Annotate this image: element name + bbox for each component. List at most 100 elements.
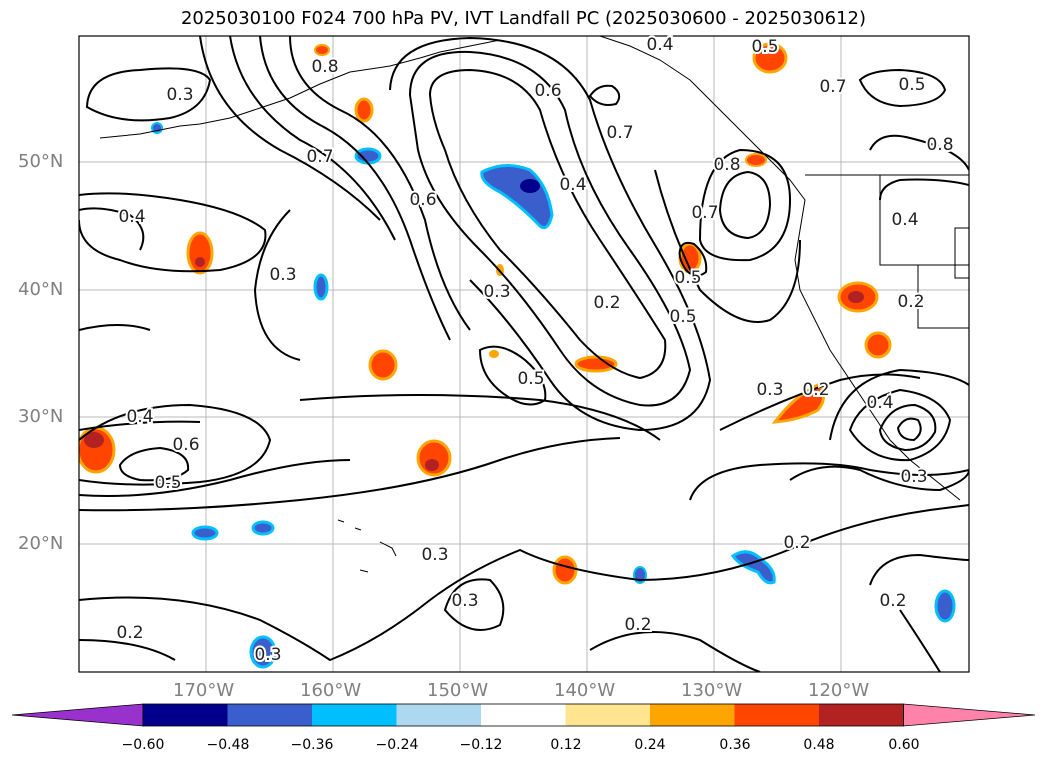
- contour-label: 0.8: [713, 155, 740, 175]
- lon-label-170w: 170°W: [173, 680, 235, 701]
- positive-anomaly: [574, 355, 618, 373]
- contour-label: 0.8: [926, 135, 953, 155]
- positive-anomaly: [864, 331, 892, 359]
- colorbar-swatch: [312, 704, 397, 726]
- contour-label: 0.5: [669, 307, 696, 327]
- lon-label-140w: 140°W: [554, 680, 616, 701]
- positive-anomaly: [84, 432, 104, 448]
- contour-label: 0.3: [451, 591, 478, 611]
- pv-shading: [79, 42, 956, 669]
- contour-label: 0.2: [116, 623, 143, 643]
- negative-anomaly: [313, 273, 329, 301]
- negative-anomaly: [934, 589, 956, 623]
- contour-label: 0.4: [559, 175, 586, 195]
- colorbar-tick: 0.60: [888, 737, 920, 753]
- contour-label: 0.7: [306, 147, 333, 167]
- graticule: [79, 36, 969, 672]
- contour-label: 0.5: [517, 369, 544, 389]
- lon-label-130w: 130°W: [681, 680, 743, 701]
- positive-anomaly: [368, 349, 398, 381]
- colorbar-swatch: [481, 704, 566, 726]
- colorbar-tick: −0.60: [121, 737, 165, 753]
- positive-anomaly: [752, 42, 788, 74]
- positive-anomaly: [425, 459, 439, 471]
- contour-label: 0.4: [646, 35, 673, 55]
- positive-anomaly: [314, 44, 330, 56]
- pv-contours: [79, 36, 969, 672]
- contour-label: 0.4: [866, 393, 893, 413]
- colorbar-tick: 0.12: [550, 737, 582, 753]
- colorbar-swatch: [227, 704, 313, 726]
- contour-label: 0.4: [891, 210, 918, 230]
- negative-anomaly: [730, 550, 776, 585]
- lon-label-120w: 120°W: [808, 680, 870, 701]
- colorbar-tick: −0.24: [375, 737, 419, 753]
- colorbar-swatch: [143, 704, 228, 726]
- colorbar-tick: −0.12: [459, 737, 503, 753]
- positive-anomaly: [354, 97, 374, 123]
- contour-label: 0.2: [802, 380, 829, 400]
- positive-anomaly: [195, 257, 205, 267]
- negative-anomaly: [191, 525, 219, 541]
- negative-anomaly: [249, 635, 277, 669]
- contour-label: 0.6: [172, 435, 199, 455]
- contour-label: 0.6: [534, 81, 561, 101]
- colorbar-tick: 0.24: [634, 737, 666, 753]
- contour-label: 0.2: [783, 533, 810, 553]
- colorbar-tick: 0.36: [719, 737, 751, 753]
- contour-label: 0.5: [751, 37, 778, 57]
- colorbar: [11, 703, 1036, 727]
- negative-anomaly: [520, 179, 540, 193]
- contour-label: 0.5: [674, 268, 701, 288]
- colorbar-swatch: [650, 704, 735, 726]
- positive-anomaly: [745, 153, 767, 167]
- contour-label: 0.5: [898, 75, 925, 95]
- contour-label: 0.3: [254, 645, 281, 665]
- colorbar-extend-low: [11, 703, 144, 727]
- colorbar-tick: −0.36: [290, 737, 334, 753]
- negative-anomaly: [251, 520, 275, 536]
- colorbar-outline: [142, 703, 904, 727]
- map-title: 2025030100 F024 700 hPa PV, IVT Landfall…: [180, 8, 867, 29]
- lat-label-30n: 30°N: [18, 406, 64, 427]
- contour-label: 0.7: [691, 203, 718, 223]
- contour-label: 0.3: [756, 380, 783, 400]
- colorbar-tick: −0.48: [206, 737, 250, 753]
- contour-label: 0.3: [483, 282, 510, 302]
- positive-anomaly: [771, 382, 825, 424]
- colorbar-swatch: [819, 704, 904, 726]
- colorbar-swatch: [734, 704, 820, 726]
- negative-anomaly: [354, 147, 382, 165]
- contour-label: 0.3: [900, 467, 927, 487]
- map-frame: [78, 35, 970, 673]
- positive-anomaly: [186, 231, 214, 275]
- contour-label: 0.7: [819, 77, 846, 97]
- contour-label: 0.8: [311, 57, 338, 77]
- lon-label-160w: 160°W: [300, 680, 362, 701]
- contour-label: 0.5: [154, 473, 181, 493]
- lat-label-20n: 20°N: [18, 533, 64, 554]
- contour-label: 0.4: [118, 207, 145, 227]
- positive-anomaly: [848, 291, 864, 303]
- contour-labels: 0.4 0.5 0.3 0.8 0.6 0.7 0.7 0.6 0.4 0.8 0.7 0.4 0.4 0…: [114, 33, 955, 667]
- colorbar-swatch: [396, 704, 482, 726]
- negative-anomaly: [480, 164, 554, 230]
- contour-label: 0.2: [897, 292, 924, 312]
- contour-label: 0.2: [593, 293, 620, 313]
- colorbar-extend-high: [903, 703, 1036, 727]
- contour-label: 0.3: [166, 85, 193, 105]
- contour-label: 0.7: [606, 123, 633, 143]
- positive-anomaly: [489, 350, 499, 358]
- colorbar-tick: 0.48: [803, 737, 835, 753]
- contour-label: 0.3: [421, 545, 448, 565]
- contour-label: 0.2: [624, 615, 651, 635]
- lat-label-50n: 50°N: [18, 151, 64, 172]
- lat-label-40n: 40°N: [18, 279, 64, 300]
- positive-anomaly: [552, 555, 578, 585]
- contour-label: 0.4: [126, 407, 153, 427]
- contour-label: 0.2: [879, 591, 906, 611]
- colorbar-swatch: [565, 704, 651, 726]
- contour-label: 0.3: [269, 265, 296, 285]
- contour-label: 0.6: [409, 190, 436, 210]
